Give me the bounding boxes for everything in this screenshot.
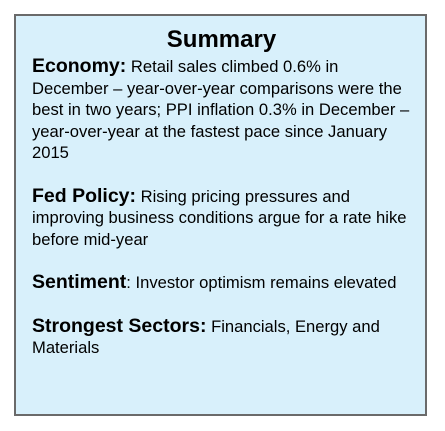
section-strongest-sectors: Strongest Sectors: Financials, Energy an…: [32, 314, 411, 359]
sentiment-text: : Investor optimism remains elevated: [126, 273, 397, 292]
fed-policy-heading: Fed Policy:: [32, 184, 137, 207]
section-fed-policy: Fed Policy: Rising pricing pressures and…: [32, 184, 411, 251]
fed-policy-text: Rising pricing pressures and improving b…: [32, 186, 407, 249]
sentiment-heading: Sentiment: [32, 271, 127, 293]
section-sentiment: Sentiment: Investor optimism remains ele…: [32, 271, 411, 294]
economy-heading: Economy:: [32, 55, 127, 77]
summary-box: Summary Economy: Retail sales climbed 0.…: [14, 14, 427, 416]
section-economy: Economy: Retail sales climbed 0.6% in De…: [32, 55, 411, 164]
strongest-sectors-heading: Strongest Sectors:: [32, 314, 207, 337]
summary-title: Summary: [166, 26, 277, 53]
economy-text: Retail sales climbed 0.6% in December – …: [32, 57, 410, 162]
strongest-sectors-text: Financials, Energy and Materials: [32, 316, 380, 358]
